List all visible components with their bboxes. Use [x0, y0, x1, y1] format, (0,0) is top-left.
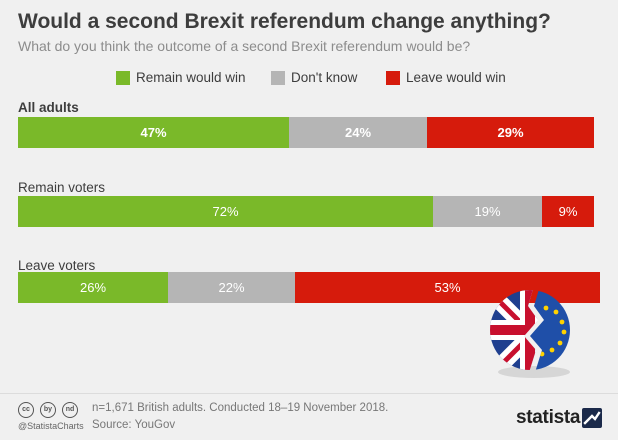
bar-segment-leave-voters-leave: 53%	[295, 272, 600, 303]
data-label-leave-voters-dont-know: 22%	[218, 280, 245, 295]
data-label-remain-voters-leave: 9%	[558, 204, 578, 219]
attribution-icon: by	[40, 402, 56, 418]
statista-logo-text: statista	[516, 407, 581, 428]
bar-row-all-adults: 47% 24% 29%	[18, 117, 594, 148]
data-label-all-adults-remain: 47%	[140, 125, 167, 140]
legend: Remain would win Don't know Leave would …	[0, 70, 618, 88]
bar-segment-remain-voters-leave: 9%	[542, 196, 594, 227]
legend-swatch-remain	[116, 71, 130, 85]
data-label-all-adults-dont-know: 24%	[344, 125, 372, 140]
bar-segment-remain-voters-remain: 72%	[18, 196, 433, 227]
bar-segment-leave-voters-dont-know: 22%	[168, 272, 295, 303]
bar-row-remain-voters: 72% 19% 9%	[18, 196, 594, 227]
source-line: Source: YouGov	[92, 419, 176, 431]
statista-logo-icon	[582, 408, 602, 428]
data-label-leave-voters-remain: 26%	[79, 280, 107, 295]
data-label-remain-voters-dont-know: 19%	[474, 204, 501, 219]
bar-segment-all-adults-dont-know: 24%	[289, 117, 427, 148]
data-label-remain-voters-remain: 72%	[212, 204, 239, 219]
bar-segment-all-adults-leave: 29%	[427, 117, 594, 148]
bar-segment-remain-voters-dont-know: 19%	[433, 196, 542, 227]
legend-label-remain: Remain would win	[136, 70, 246, 85]
bar-segment-all-adults-remain: 47%	[18, 117, 289, 148]
social-handle: @StatistaCharts	[18, 421, 84, 431]
legend-swatch-leave	[386, 71, 400, 85]
category-label-leave-voters: Leave voters	[18, 258, 96, 273]
no-derivatives-icon: nd	[62, 402, 78, 418]
chart-subtitle: What do you think the outcome of a secon…	[18, 38, 471, 54]
bar-segment-leave-voters-remain: 26%	[18, 272, 168, 303]
category-label-all-adults: All adults	[18, 100, 79, 115]
footnote: n=1,671 British adults. Conducted 18–19 …	[92, 402, 389, 414]
legend-swatch-dont-know	[271, 71, 285, 85]
legend-label-leave: Leave would win	[406, 70, 506, 85]
chart-title: Would a second Brexit referendum change …	[18, 10, 551, 33]
creative-commons-icon: cc	[18, 402, 34, 418]
footer-divider	[0, 393, 618, 394]
data-label-all-adults-leave: 29%	[497, 125, 524, 140]
data-label-leave-voters-leave: 53%	[434, 280, 461, 295]
uk-eu-flag-icon	[484, 286, 580, 382]
category-label-remain-voters: Remain voters	[18, 180, 106, 195]
legend-label-dont-know: Don't know	[291, 70, 358, 85]
bar-row-leave-voters: 26% 22% 53%	[18, 272, 600, 303]
